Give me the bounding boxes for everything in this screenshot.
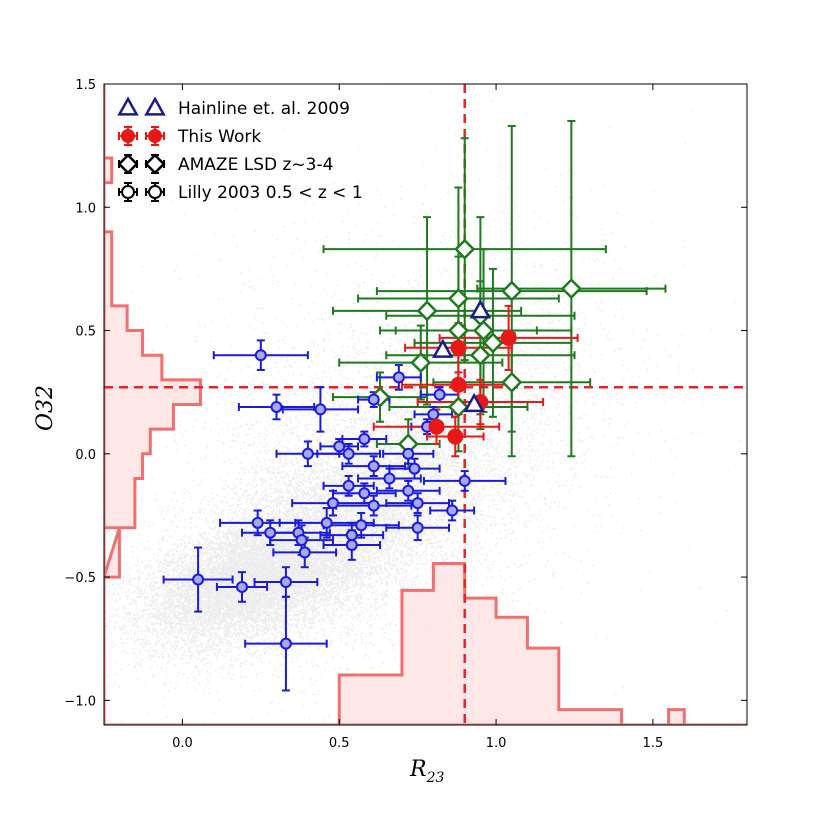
amaze-lsd-z-3-4-point [447,396,469,418]
y-axis-title: O32 [33,385,58,431]
amaze-lsd-z-3-4-point [501,371,523,393]
lilly-2003-0-5-z-1-point [392,371,405,384]
lilly-2003-0-5-z-1-point [355,519,368,532]
legend-marker [144,153,166,175]
lilly-2003-0-5-z-1-point [192,573,205,586]
hainline-et-al-2009-point [469,299,492,319]
marginal-histograms [104,84,747,725]
amaze-lsd-z-3-4-point [410,352,432,374]
y-tick-label: 1.0 [75,201,96,216]
y-tick-label: −0.5 [64,571,96,586]
x-axis-title: R23 [409,757,444,786]
lilly-2003-0-5-z-1-point [411,521,424,534]
amaze-lsd-z-3-4-point [472,319,495,342]
amaze-lsd-z-3-4-point [447,287,469,310]
x-tick-label: 0.0 [172,736,193,751]
this-work-point [428,418,445,435]
lilly-2003-0-5-z-1-point [408,462,421,475]
hainline-et-al-2009-point [463,392,485,413]
legend-marker [148,185,162,199]
lilly-2003-0-5-z-1-point [295,534,308,547]
legend-marker [121,185,135,199]
legend-label: This Work [177,127,261,147]
legend-marker [117,153,139,175]
lilly-2003-0-5-z-1-point [345,539,358,552]
lilly-2003-0-5-z-1-point [264,526,277,539]
lilly-2003-0-5-z-1-point [342,479,355,492]
data-markers [192,238,582,650]
amaze-lsd-z-3-4-point [482,332,504,354]
y-tick-label: −1.0 [64,694,96,709]
lilly-2003-0-5-z-1-point [298,546,311,559]
amaze-lsd-z-3-4-point [560,278,582,300]
lilly-2003-0-5-z-1-point [279,637,292,650]
x-tick-label: 0.5 [329,736,350,751]
lilly-2003-0-5-z-1-point [383,472,396,485]
y-tick-label: 1.5 [75,78,96,93]
histogram-x [104,561,747,725]
lilly-2003-0-5-z-1-point [254,349,267,362]
legend-marker [144,96,166,116]
legend-marker [117,96,139,116]
lilly-2003-0-5-z-1-point [279,576,292,589]
lilly-2003-0-5-z-1-point [402,447,415,460]
lilly-2003-0-5-z-1-point [446,504,459,517]
legend-label: AMAZE LSD z~3-4 [178,155,333,175]
lilly-2003-0-5-z-1-point [367,460,380,473]
legend-marker [148,129,162,143]
lilly-2003-0-5-z-1-point [367,499,380,512]
histogram-y [104,84,202,725]
lilly-2003-0-5-z-1-point [251,516,264,529]
x-tick-label: 1.0 [486,736,507,751]
this-work-point [447,428,464,445]
hainline-et-al-2009-point [431,338,454,358]
legend-item-hainline-et-al-2009: Hainline et. al. 2009 [117,96,350,119]
legend-item-this-work: This Work [118,126,261,147]
legend: Hainline et. al. 2009 This Work AMAZE LSD … [117,96,363,203]
lilly-2003-0-5-z-1-point [345,529,358,542]
y-tick-label: 0.0 [75,448,96,463]
this-work-point [450,376,467,393]
lilly-2003-0-5-z-1-point [402,484,415,497]
lilly-2003-0-5-z-1-point [411,497,424,510]
amaze-lsd-z-3-4-point [447,319,469,342]
lilly-2003-0-5-z-1-point [236,580,249,593]
lilly-2003-0-5-z-1-point [320,516,333,529]
lilly-2003-0-5-z-1-point [342,447,355,460]
lilly-2003-0-5-z-1-point [458,474,471,487]
amaze-lsd-z-3-4-point [454,238,476,260]
legend-label: Lilly 2003 0.5 < z < 1 [178,183,363,203]
lilly-2003-0-5-z-1-point [358,487,371,500]
lilly-2003-0-5-z-1-point [358,433,371,446]
legend-item-lilly-2003-0-5-z-1: Lilly 2003 0.5 < z < 1 [118,182,363,203]
legend-marker [121,129,135,143]
this-work-point [450,339,467,356]
lilly-2003-0-5-z-1-point [367,393,380,406]
lilly-2003-0-5-z-1-point [333,440,346,453]
legend-label: Hainline et. al. 2009 [178,99,350,119]
this-work-point [500,329,517,346]
x-axis-title-subscript: 23 [426,770,445,786]
lilly-2003-0-5-z-1-point [433,388,446,401]
amaze-lsd-z-3-4-point [469,344,491,366]
axis-ticks: 0.0 0.5 1.0 1.5 −1.0 −0.5 0.0 0.5 1.0 1.5 [64,78,747,751]
amaze-lsd-z-3-4-point [416,300,438,322]
plot-frame [103,83,748,726]
x-tick-label: 1.5 [643,736,664,751]
lilly-2003-0-5-z-1-point [326,497,339,510]
y-tick-label: 0.5 [75,325,96,340]
lilly-2003-0-5-z-1-point [314,403,327,416]
lilly-2003-0-5-z-1-point [427,408,440,421]
lilly-2003-0-5-z-1-point [270,400,283,413]
amaze-lsd-z-3-4-point [501,280,523,302]
lilly-2003-0-5-z-1-point [301,447,314,460]
legend-item-amaze-lsd-z-3-4: AMAZE LSD z~3-4 [117,153,333,175]
